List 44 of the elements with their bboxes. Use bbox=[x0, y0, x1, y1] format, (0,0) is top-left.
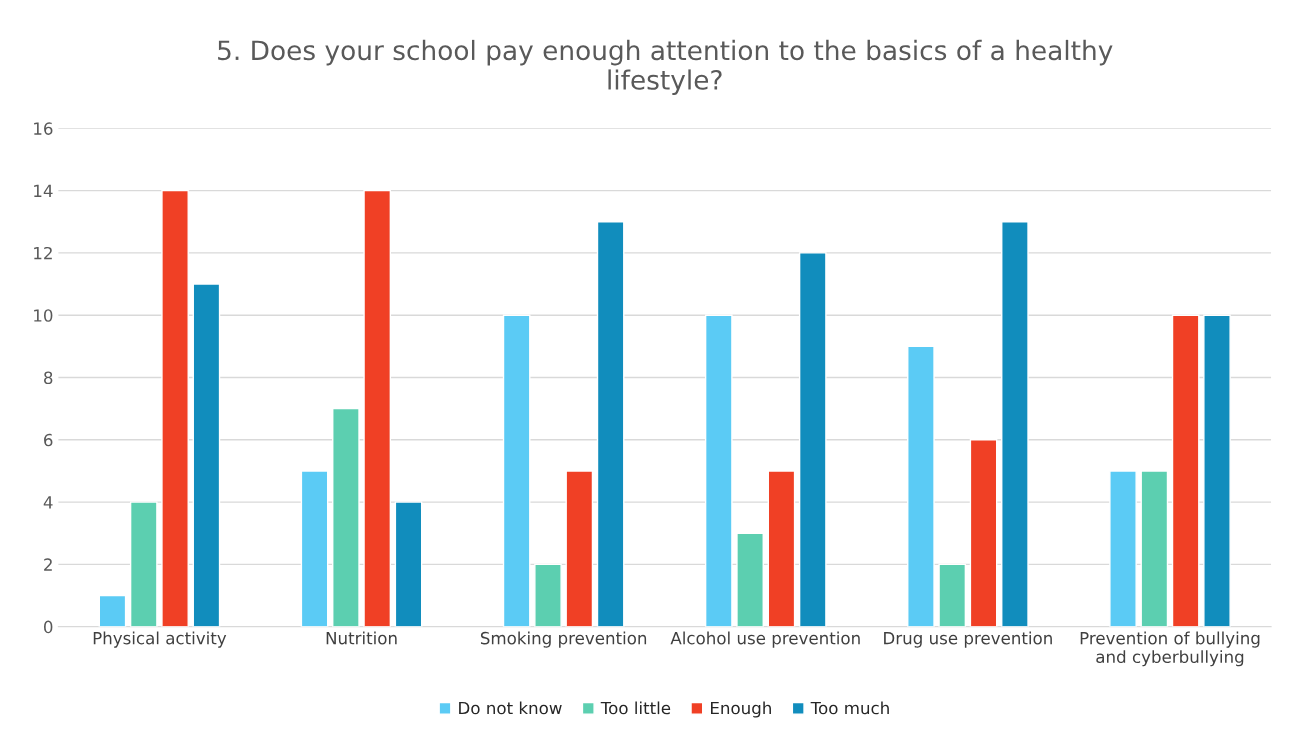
bar bbox=[129, 501, 158, 627]
y-tick-label: 16 bbox=[34, 122, 53, 135]
bar bbox=[767, 470, 796, 627]
y-tick-label: 8 bbox=[44, 371, 53, 385]
y-tick-label: 14 bbox=[34, 184, 53, 197]
legend-label: Too little bbox=[600, 701, 671, 715]
legend-label: Too much bbox=[810, 701, 889, 715]
bar bbox=[98, 594, 127, 627]
x-tick-label: Physical activity bbox=[93, 631, 227, 648]
y-tick-label: 2 bbox=[44, 558, 52, 571]
bar bbox=[161, 189, 189, 627]
legend-label: Do not know bbox=[459, 701, 562, 715]
bar bbox=[907, 345, 935, 627]
y-tick-label: 6 bbox=[44, 433, 53, 447]
bar bbox=[798, 252, 827, 627]
bar bbox=[1109, 470, 1137, 627]
y-tick-label: 0 bbox=[44, 620, 53, 634]
bar bbox=[1203, 314, 1231, 627]
bar bbox=[332, 407, 360, 627]
y-tick-label: 12 bbox=[34, 246, 52, 260]
x-tick-label: Nutrition bbox=[326, 631, 397, 645]
y-tick-label: 4 bbox=[43, 496, 53, 509]
bar bbox=[363, 189, 392, 627]
x-tick-label: Smoking prevention bbox=[480, 631, 647, 648]
x-tick-label: Alcohol use prevention bbox=[670, 631, 860, 648]
bar bbox=[736, 532, 764, 627]
bar bbox=[1001, 221, 1029, 627]
bar bbox=[1171, 314, 1200, 627]
x-tick-label: Prevention of bullying and cyberbullying bbox=[1080, 631, 1260, 667]
legend-label: Enough bbox=[711, 701, 771, 718]
bar bbox=[596, 221, 625, 627]
bar bbox=[192, 283, 221, 627]
bar bbox=[534, 563, 562, 627]
bar bbox=[969, 439, 998, 627]
bar bbox=[565, 470, 594, 627]
y-tick-label: 10 bbox=[34, 309, 53, 322]
chart-title: 5. Does your school pay enough attention to the basics of a healthy lifestyle? bbox=[218, 39, 1113, 95]
bar bbox=[300, 470, 329, 627]
bar bbox=[704, 314, 733, 627]
x-tick-label: Drug use prevention bbox=[884, 631, 1052, 648]
bar bbox=[502, 314, 531, 627]
bar bbox=[394, 501, 423, 627]
bar bbox=[938, 563, 967, 627]
bar bbox=[1140, 470, 1169, 627]
